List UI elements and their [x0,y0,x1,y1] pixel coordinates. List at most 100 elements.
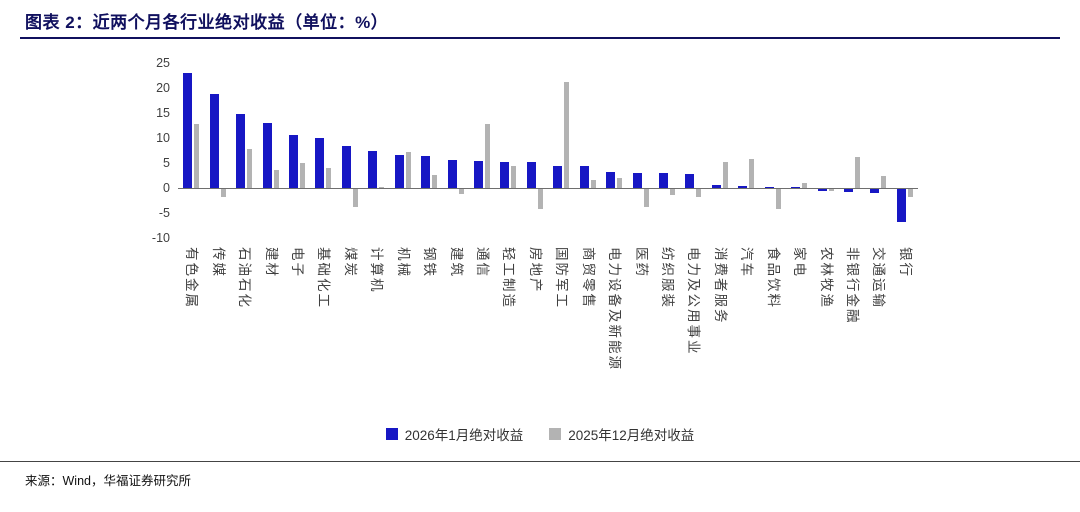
bar-2025-12 [617,177,623,188]
bar-2025-12 [881,176,887,188]
legend-label-dec: 2025年12月绝对收益 [568,428,695,443]
bar-2026-01 [896,189,906,222]
bar-2026-01 [288,135,298,188]
bar-2026-01 [500,161,510,188]
bar-2026-01 [394,155,404,188]
bar-2025-12 [273,170,279,188]
x-axis-label: 机械 [395,247,411,278]
bar-2026-01 [738,185,748,188]
y-axis-tick: -10 [151,231,170,245]
x-axis-label: 有色金属 [184,247,200,309]
chart-title: 图表 2：近两个月各行业绝对收益（单位：%） [25,13,389,32]
x-axis-label: 交通运输 [871,247,887,309]
legend-item-jan: 2026年1月绝对收益 [385,424,524,444]
x-axis-label: 电力及公用事业 [686,247,702,356]
x-axis-label: 银行 [897,247,913,278]
bar-2025-12 [802,183,808,188]
legend-swatch-gray-icon [549,428,562,440]
bar-2026-01 [209,94,219,188]
x-axis-label: 建筑 [448,247,464,278]
x-axis-label: 房地产 [527,247,543,294]
x-axis-label: 商贸零售 [580,247,596,309]
x-axis-label: 非银行金融 [844,247,860,325]
bar-2026-01 [764,186,774,188]
x-axis-label: 煤炭 [342,247,358,278]
x-axis-label: 国防军工 [554,247,570,309]
bar-2026-01 [315,138,325,188]
bar-2025-12 [326,167,332,188]
bar-2026-01 [553,165,563,188]
bar-2025-12 [299,163,305,188]
bar-2025-12 [379,186,385,188]
x-axis-label: 汽车 [739,247,755,278]
y-axis-tick: 20 [156,81,170,95]
x-axis-label: 计算机 [369,247,385,294]
bar-2025-12 [828,189,834,191]
bar-2026-01 [791,187,801,188]
bar-2026-01 [183,73,193,188]
bar-2026-01 [843,189,853,192]
x-axis-label: 医药 [633,247,649,278]
bar-2025-12 [907,189,913,197]
y-axis-tick: 0 [163,181,170,195]
bar-2025-12 [722,161,728,188]
bar-2025-12 [537,189,543,209]
bar-2026-01 [817,189,827,191]
legend-swatch-blue-icon [385,428,398,440]
y-axis-tick: 15 [156,106,170,120]
x-axis-label: 基础化工 [316,247,332,309]
legend-item-dec: 2025年12月绝对收益 [549,424,694,444]
bar-2026-01 [236,114,246,188]
x-axis-label: 传媒 [210,247,226,278]
bar-2025-12 [775,189,781,209]
bar-2026-01 [368,150,378,188]
bar-2025-12 [854,156,860,188]
bar-2025-12 [484,124,490,188]
bar-2025-12 [458,189,464,194]
bar-2026-01 [632,172,642,188]
x-axis-label: 纺织服装 [659,247,675,309]
footer-divider [0,461,1080,462]
legend-label-jan: 2026年1月绝对收益 [404,428,524,443]
x-axis-label: 通信 [474,247,490,278]
bar-2026-01 [579,166,589,188]
bar-2026-01 [447,160,457,188]
y-axis-tick: -5 [158,206,170,220]
bar-2025-12 [220,189,226,197]
y-axis-tick: 10 [156,131,170,145]
chart-legend: 2026年1月绝对收益 2025年12月绝对收益 [0,424,1080,444]
bar-2026-01 [526,162,536,188]
bar-2026-01 [685,174,695,188]
x-axis-label: 食品饮料 [765,247,781,309]
x-axis-label: 石油石化 [237,247,253,309]
title-divider [20,37,1060,39]
x-axis-label: 钢铁 [422,247,438,278]
zero-axis-line [178,188,918,189]
plot-area: 25 20 15 10 5 0 -5 -10 有色金属 传媒 石油石化 建材 电子 基础化工 煤炭 计算机 机械… [152,56,918,371]
bar-2025-12 [352,189,358,207]
bar-2026-01 [870,189,880,193]
bar-2026-01 [262,123,272,188]
x-axis-label: 家电 [792,247,808,278]
x-axis-label: 消费者服务 [712,247,728,325]
bar-2026-01 [711,184,721,188]
bar-2025-12 [247,148,253,188]
y-axis-tick: 5 [163,156,170,170]
x-axis-label: 电子 [289,247,305,278]
source-note: 来源：Wind，华福证券研究所 [25,474,191,488]
bar-2025-12 [696,189,702,197]
bar-2025-12 [590,180,596,188]
bar-2025-12 [432,174,438,188]
bar-2026-01 [658,173,668,188]
x-axis-label: 建材 [263,247,279,278]
x-axis-label: 电力设备及新能源 [607,247,623,371]
y-axis-tick: 25 [156,56,170,70]
bar-2025-12 [669,189,675,195]
bar-2025-12 [564,82,570,188]
bar-2026-01 [421,156,431,188]
bar-2025-12 [643,189,649,207]
x-axis-label: 农林牧渔 [818,247,834,309]
bar-2026-01 [341,146,351,188]
bar-2026-01 [606,171,616,188]
